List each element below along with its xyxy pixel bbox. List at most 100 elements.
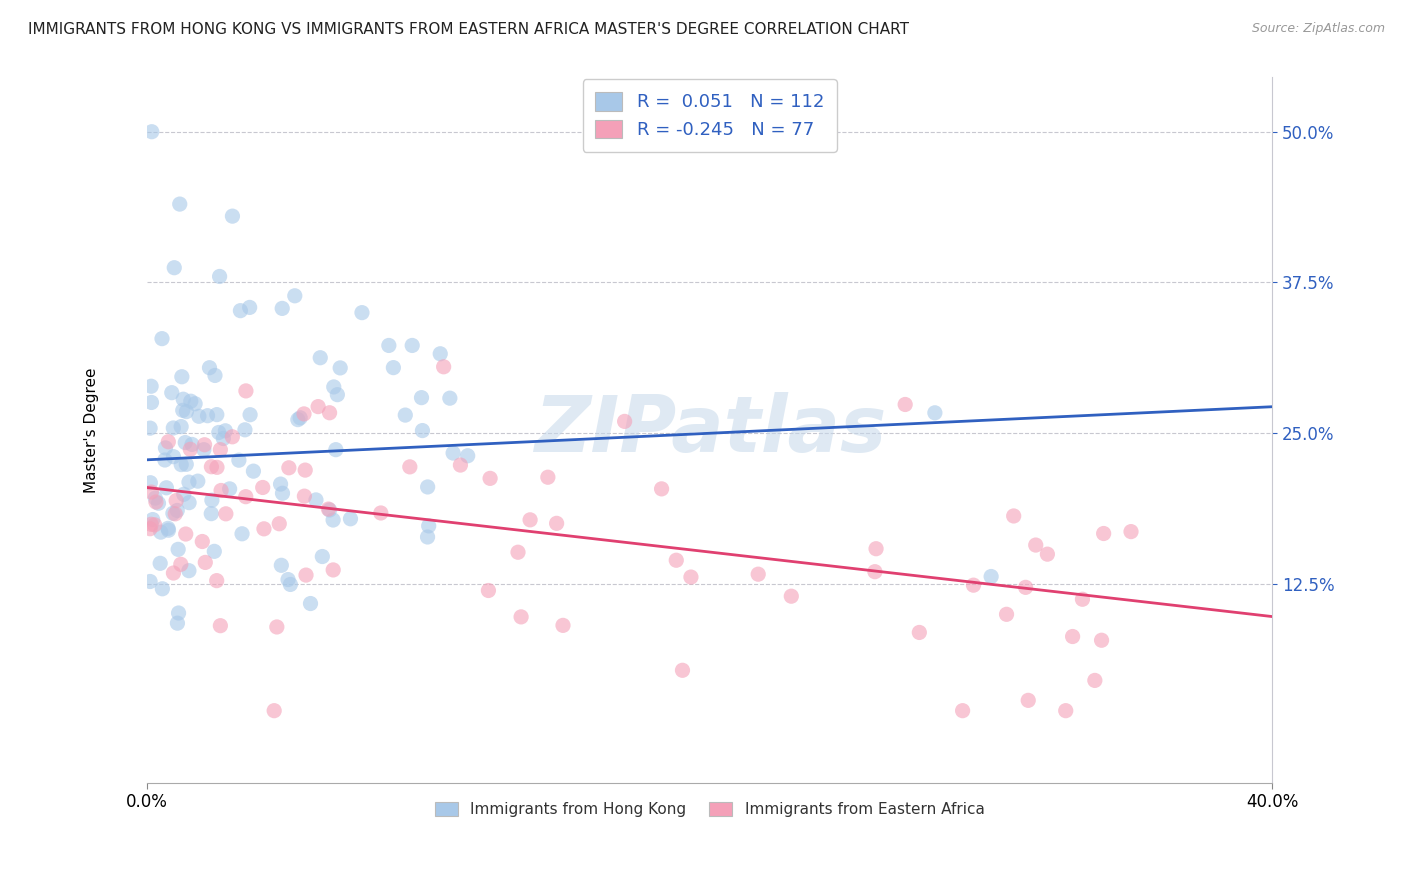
Point: [863, 565, 886, 579]
Point: [651, 482, 673, 496]
Point: [1025, 538, 1047, 552]
Point: [155, 441, 177, 455]
Point: [141, 395, 163, 409]
Point: [228, 453, 250, 467]
Point: [194, 438, 217, 452]
Point: [318, 406, 340, 420]
Point: [177, 475, 200, 490]
Point: [398, 459, 420, 474]
Point: [174, 435, 197, 450]
Point: [370, 506, 392, 520]
Point: [145, 495, 167, 509]
Point: [1119, 524, 1142, 539]
Point: [299, 597, 322, 611]
Point: [780, 589, 803, 603]
Point: [200, 459, 222, 474]
Point: [139, 574, 162, 589]
Point: [382, 360, 405, 375]
Point: [208, 425, 231, 440]
Point: [142, 512, 165, 526]
Point: [326, 387, 349, 401]
Text: Source: ZipAtlas.com: Source: ZipAtlas.com: [1251, 22, 1385, 36]
Point: [229, 303, 252, 318]
Point: [173, 487, 195, 501]
Point: [551, 618, 574, 632]
Point: [139, 421, 162, 435]
Point: [1084, 673, 1107, 688]
Point: [311, 549, 333, 564]
Point: [177, 564, 200, 578]
Point: [537, 470, 560, 484]
Point: [139, 379, 162, 393]
Point: [292, 407, 315, 421]
Point: [205, 460, 228, 475]
Point: [292, 489, 315, 503]
Point: [187, 474, 209, 488]
Point: [208, 269, 231, 284]
Point: [139, 517, 162, 532]
Point: [350, 305, 373, 319]
Point: [187, 409, 209, 424]
Point: [148, 496, 170, 510]
Point: [167, 606, 190, 620]
Point: [235, 384, 257, 398]
Point: [671, 663, 693, 677]
Point: [266, 620, 288, 634]
Point: [418, 519, 440, 533]
Point: [205, 408, 228, 422]
Point: [318, 502, 340, 516]
Point: [150, 332, 173, 346]
Point: [157, 434, 180, 449]
Point: [204, 368, 226, 383]
Point: [149, 557, 172, 571]
Point: [449, 458, 471, 472]
Point: [271, 486, 294, 500]
Point: [172, 392, 194, 407]
Point: [194, 556, 217, 570]
Point: [149, 525, 172, 540]
Point: [288, 410, 311, 425]
Point: [157, 523, 180, 537]
Point: [1092, 526, 1115, 541]
Point: [172, 403, 194, 417]
Point: [433, 359, 456, 374]
Point: [263, 704, 285, 718]
Point: [162, 566, 184, 580]
Point: [184, 397, 207, 411]
Point: [270, 477, 292, 491]
Point: [176, 404, 198, 418]
Point: [170, 419, 193, 434]
Point: [416, 530, 439, 544]
Point: [170, 369, 193, 384]
Point: [179, 442, 201, 457]
Point: [510, 610, 533, 624]
Point: [157, 521, 180, 535]
Point: [1036, 547, 1059, 561]
Text: Master's Degree: Master's Degree: [83, 368, 98, 493]
Point: [546, 516, 568, 531]
Point: [322, 380, 344, 394]
Point: [141, 485, 163, 500]
Point: [439, 391, 461, 405]
Point: [411, 391, 433, 405]
Point: [322, 563, 344, 577]
Point: [280, 577, 302, 591]
Point: [162, 450, 184, 464]
Point: [165, 507, 187, 521]
Point: [287, 412, 309, 426]
Point: [305, 492, 328, 507]
Point: [506, 545, 529, 559]
Point: [1071, 592, 1094, 607]
Text: IMMIGRANTS FROM HONG KONG VS IMMIGRANTS FROM EASTERN AFRICA MASTER'S DEGREE CORR: IMMIGRANTS FROM HONG KONG VS IMMIGRANTS …: [28, 22, 910, 37]
Point: [613, 414, 636, 428]
Point: [233, 423, 256, 437]
Point: [167, 542, 190, 557]
Point: [394, 408, 416, 422]
Point: [269, 516, 291, 531]
Point: [197, 409, 219, 423]
Point: [329, 360, 352, 375]
Point: [191, 534, 214, 549]
Point: [253, 522, 276, 536]
Point: [198, 360, 221, 375]
Point: [1014, 580, 1036, 594]
